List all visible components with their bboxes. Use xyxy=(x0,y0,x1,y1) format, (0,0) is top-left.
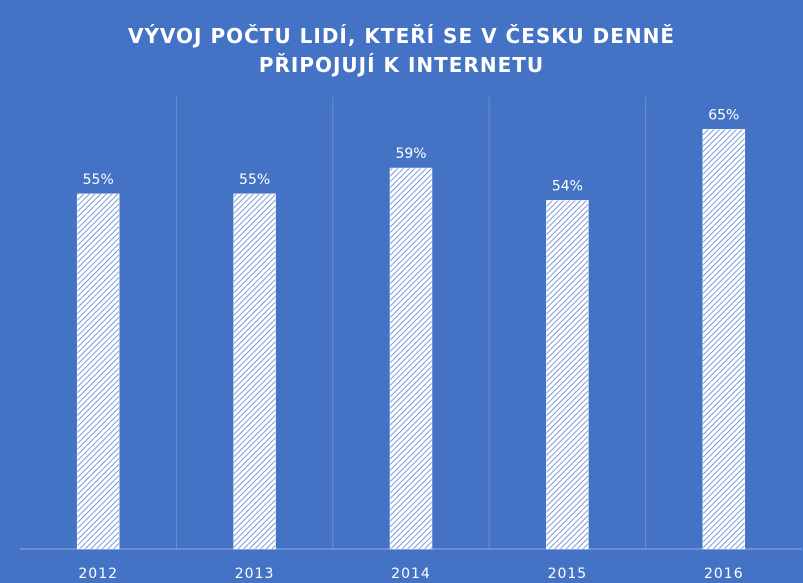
x-tick-label: 2012 xyxy=(78,566,118,582)
data-label: 65% xyxy=(708,107,739,123)
bar xyxy=(702,129,746,550)
bar xyxy=(389,167,433,550)
x-tick-label: 2013 xyxy=(235,566,275,582)
data-label: 59% xyxy=(395,146,426,162)
x-tick-label: 2014 xyxy=(391,566,431,582)
data-label: 54% xyxy=(552,178,583,194)
data-label: 55% xyxy=(239,172,270,188)
x-tick-label: 2015 xyxy=(548,566,588,582)
bar xyxy=(546,200,589,550)
bar xyxy=(76,193,120,550)
x-tick-label: 2016 xyxy=(704,566,744,582)
data-label: 55% xyxy=(83,172,114,188)
chart-title: VÝVOJ POČTU LIDÍ, KTEŘÍ SE V ČESKU DENNĚ… xyxy=(127,24,676,77)
bar xyxy=(233,193,276,550)
